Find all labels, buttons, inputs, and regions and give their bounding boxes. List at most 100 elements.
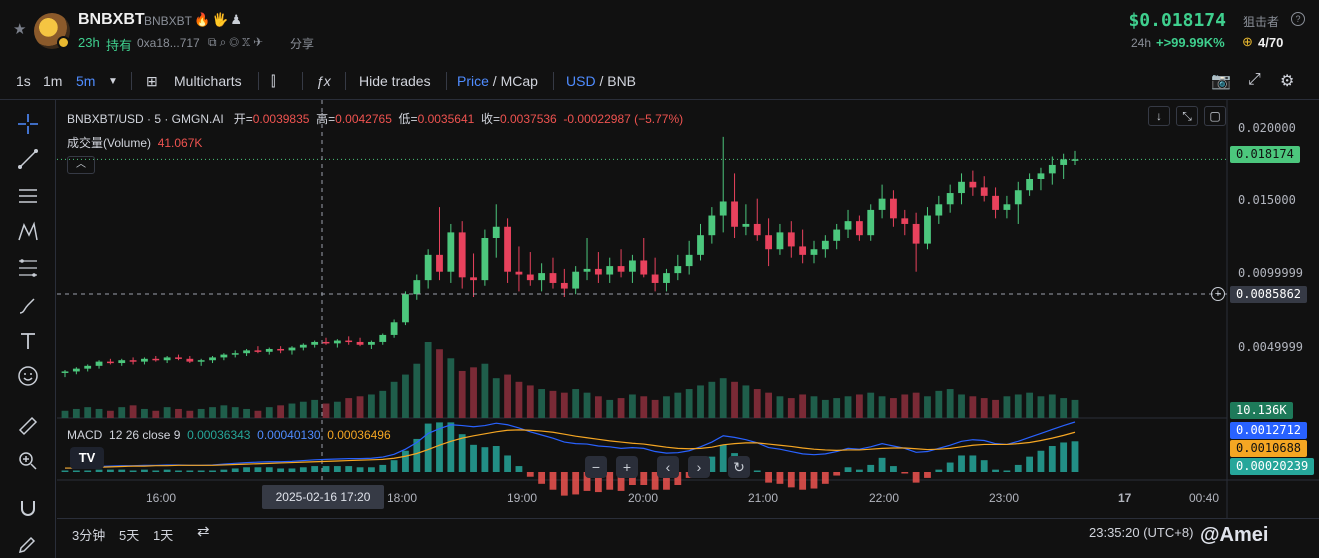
clock-timezone[interactable]: 23:35:20 (UTC+8) [1089,525,1194,540]
add-alert-icon[interactable]: + [1211,287,1225,301]
macd-histogram-bar [674,472,682,485]
collapse-legend-button[interactable]: ︿ [67,156,95,174]
copy-icon[interactable]: ⧉ [208,35,220,49]
hand-icon: 🖐 [212,12,231,27]
macd-histogram-bar [368,467,375,472]
mcap-option[interactable]: MCap [500,73,538,89]
range-3min[interactable]: 3分钟 [72,528,106,543]
volume-bar [492,378,500,418]
lock-pencil-icon[interactable] [16,532,40,556]
multicharts-icon[interactable]: ⊞ [146,73,158,89]
zoom-in-button-icon[interactable]: + [616,456,638,478]
zoom-in-icon[interactable] [16,449,40,473]
macd-histogram-bar [844,467,852,472]
text-tool-icon[interactable] [16,329,40,353]
fullscreen-icon[interactable]: ⤢ [1248,71,1261,88]
candle-body [470,277,477,281]
settings-gear-icon[interactable]: ⚙ [1280,73,1295,90]
x-twitter-icon[interactable]: 𝕏 [241,35,254,49]
contract-address[interactable]: 0xa18...717 [137,36,200,50]
indicators-icon[interactable]: ƒx [316,73,331,89]
candle-body [220,354,228,358]
horizontal-lines-icon[interactable] [16,184,40,208]
usd-option[interactable]: USD [566,73,596,89]
price-mcap-toggle[interactable]: Price / MCap [457,73,538,89]
restore-pane-icon[interactable]: ▢ [1204,106,1226,126]
chevron-down-icon[interactable]: ▼ [108,76,118,87]
info-icon[interactable]: ? [1291,12,1305,26]
reset-chart-icon[interactable]: ↻ [728,456,750,478]
move-down-icon[interactable]: ↓ [1148,106,1170,126]
telegram-icon[interactable]: ✈ [253,35,266,49]
candle-body [992,195,999,210]
collapse-pane-icon[interactable]: ⤡ [1176,106,1198,126]
macd-histogram-bar [890,466,897,472]
toolbar-divider [258,72,259,90]
volume-bar [685,389,693,418]
search-icon[interactable]: ⌕ [219,35,230,49]
volume-bar [946,389,954,418]
brush-icon[interactable] [16,293,40,317]
camera-icon[interactable]: 📷 [1211,73,1231,90]
timeframe-1s[interactable]: 1s [16,73,31,89]
current-price-tag: 0.018174 [1230,146,1300,163]
candle-body [617,266,625,272]
multicharts-button[interactable]: Multicharts [174,73,242,89]
volume-bar [594,396,602,418]
time-tick: 23:00 [989,491,1020,505]
volume-bar [197,408,205,418]
candle-body [209,357,216,361]
candle-body [1048,164,1056,174]
candle-body [878,198,886,210]
candle-body [890,198,897,219]
volume-bar [129,405,137,418]
date-range-icon[interactable]: ⇄ [197,523,210,540]
volume-bar [1071,399,1079,418]
macd-histogram-bar [719,444,727,472]
magnet-icon[interactable] [16,497,40,521]
zoom-out-icon[interactable]: − [585,456,607,478]
volume-bar [175,408,182,418]
price-chart[interactable] [57,100,1319,520]
favorite-star-icon[interactable]: ★ [13,21,27,38]
candle-type-icon[interactable]: ⫿ [271,73,276,89]
change-value-legend: -0.00022987 (−5.77%) [563,112,684,126]
globe-icon[interactable]: ◎ [229,35,242,49]
volume-bar [265,407,273,418]
range-5d[interactable]: 5天 [119,528,140,543]
crosshair-icon[interactable] [16,112,40,136]
candle-body [402,294,409,323]
volume-bar [163,407,171,418]
macd-histogram-bar [708,456,716,472]
candle-body [560,282,568,289]
time-tick: 19:00 [507,491,538,505]
scroll-left-icon[interactable]: ‹ [657,456,679,478]
share-button[interactable]: 分享 [290,37,315,51]
volume-bar [663,396,670,418]
emoji-icon[interactable] [16,364,40,388]
fib-retracement-icon[interactable] [16,256,40,280]
macd-label: MACD [67,428,103,442]
tradingview-logo[interactable]: TV [70,447,104,469]
open-label: 开= [233,112,253,126]
macd-histogram-bar [470,444,477,472]
timeframe-1m[interactable]: 1m [43,73,63,89]
price-option[interactable]: Price [457,73,489,89]
macd-histogram-bar [333,466,341,472]
pattern-icon[interactable] [16,220,40,244]
macd-line [65,421,1076,469]
currency-toggle[interactable]: USD / BNB [566,73,637,89]
timeframe-5m[interactable]: 5m [76,73,96,89]
macd-histogram-bar [209,470,216,472]
scroll-right-icon[interactable]: › [688,456,710,478]
candle-body [731,201,738,227]
volume-bar [640,396,648,418]
hide-trades-button[interactable]: Hide trades [359,73,431,89]
range-1d[interactable]: 1天 [153,528,174,543]
trend-line-icon[interactable] [16,147,40,171]
ruler-icon[interactable] [16,414,40,438]
candle-body [1037,173,1045,179]
macd-histogram-bar [1048,446,1056,472]
bnb-option[interactable]: BNB [607,73,637,89]
volume-bar [299,401,307,418]
